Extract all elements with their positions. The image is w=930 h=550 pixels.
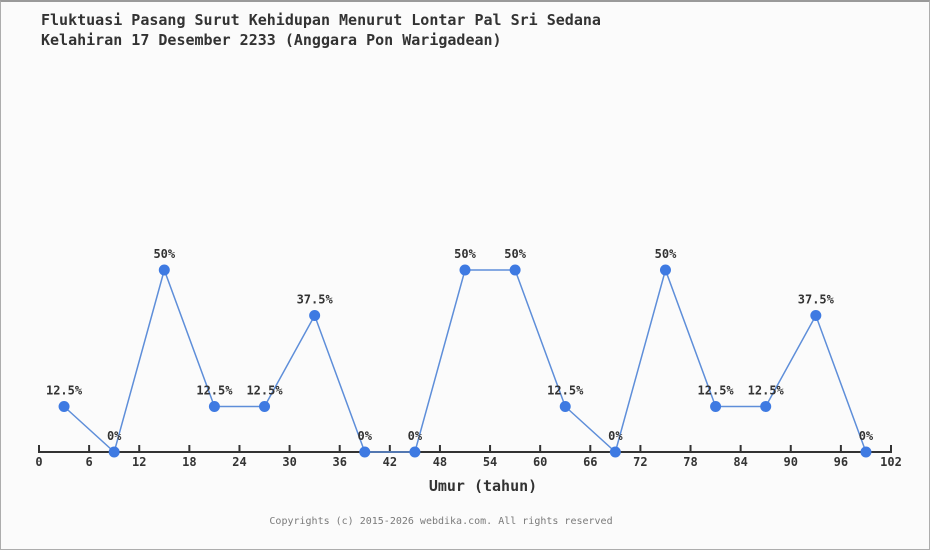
data-point-label: 0% — [859, 429, 874, 443]
data-point-label: 12.5% — [748, 384, 785, 398]
data-point-label: 12.5% — [196, 384, 233, 398]
data-point-marker — [810, 310, 822, 321]
x-tick-label: 36 — [332, 455, 346, 469]
x-tick-label: 60 — [533, 455, 547, 469]
data-point-marker — [760, 401, 772, 412]
data-point-label: 37.5% — [297, 293, 334, 307]
data-point-marker — [509, 264, 521, 276]
data-point-marker — [459, 264, 471, 276]
data-point-label: 0% — [408, 429, 423, 443]
x-tick-label: 54 — [483, 455, 497, 469]
x-tick-label: 84 — [733, 455, 747, 469]
x-tick-label: 12 — [132, 455, 146, 469]
data-point-marker — [108, 446, 120, 458]
data-point-marker — [609, 446, 621, 458]
data-point-label: 50% — [153, 247, 175, 261]
data-point-marker — [309, 310, 321, 321]
x-tick-label: 30 — [282, 455, 296, 469]
chart-title-line1: Fluktuasi Pasang Surut Kehidupan Menurut… — [41, 11, 601, 29]
x-tick-label: 6 — [86, 455, 93, 469]
x-tick-label: 48 — [433, 455, 447, 469]
data-point-label: 50% — [504, 247, 526, 261]
x-tick-label: 42 — [383, 455, 397, 469]
data-point-marker — [559, 401, 571, 412]
data-point-label: 12.5% — [698, 384, 735, 398]
x-tick-label: 90 — [784, 455, 798, 469]
data-point-label: 37.5% — [798, 293, 835, 307]
data-point-label: 50% — [655, 247, 677, 261]
x-tick-label: 96 — [834, 455, 848, 469]
data-point-marker — [710, 401, 722, 412]
data-point-label: 12.5% — [46, 384, 83, 398]
data-point-label: 0% — [608, 429, 623, 443]
data-point-label: 12.5% — [547, 384, 584, 398]
x-axis-label: Umur (tahun) — [428, 477, 538, 495]
x-tick-label: 0 — [35, 455, 42, 469]
data-point-label: 0% — [358, 429, 373, 443]
data-point-marker — [409, 446, 421, 458]
data-point-marker — [359, 446, 371, 458]
x-tick-label: 66 — [583, 455, 597, 469]
data-point-marker — [860, 446, 872, 458]
x-tick-label: 18 — [182, 455, 196, 469]
x-tick-label: 78 — [683, 455, 697, 469]
chart-title: Fluktuasi Pasang Surut Kehidupan Menurut… — [41, 10, 601, 50]
data-point-marker — [659, 264, 671, 276]
data-point-marker — [158, 264, 170, 276]
data-point-label: 0% — [107, 429, 122, 443]
x-tick-label: 102 — [880, 455, 902, 469]
data-point-marker — [58, 401, 70, 412]
series-line — [63, 267, 867, 454]
data-point-marker — [208, 401, 220, 412]
copyright-footer: Copyrights (c) 2015-2026 webdika.com. Al… — [269, 516, 613, 527]
data-point-label: 12.5% — [246, 384, 283, 398]
x-tick-label: 24 — [232, 455, 246, 469]
data-point-label: 50% — [454, 247, 476, 261]
data-point-marker — [259, 401, 271, 412]
x-tick-label: 72 — [633, 455, 647, 469]
chart-title-line2: Kelahiran 17 Desember 2233 (Anggara Pon … — [41, 31, 502, 49]
